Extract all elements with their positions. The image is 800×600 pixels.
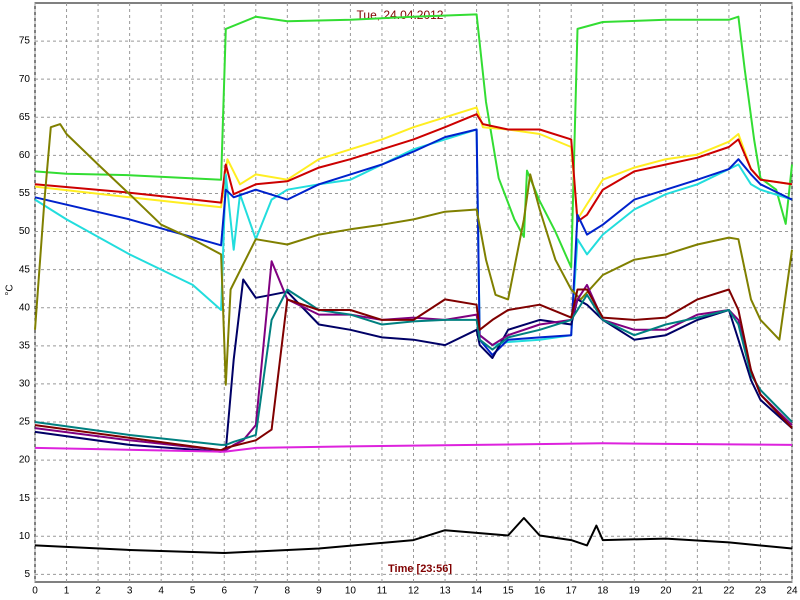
x-tick-label: 10 — [345, 586, 357, 597]
series-line — [34, 278, 793, 453]
x-tick-label: 24 — [786, 586, 798, 597]
y-tick-label: 50 — [19, 226, 31, 237]
x-tick-label: 1 — [64, 586, 70, 597]
x-tick-label: 14 — [471, 586, 483, 597]
x-tick-label: 5 — [190, 586, 196, 597]
series-line — [34, 442, 793, 453]
x-tick-label: 0 — [32, 586, 38, 597]
x-tick-label: 17 — [566, 586, 578, 597]
x-tick-label: 22 — [723, 586, 735, 597]
y-tick-label: 5 — [24, 569, 30, 580]
x-tick-label: 13 — [439, 586, 451, 597]
x-tick-label: 8 — [285, 586, 291, 597]
y-tick-label: 65 — [19, 112, 31, 123]
series-line — [34, 288, 793, 452]
series-line — [34, 517, 793, 554]
x-tick-label: 19 — [629, 586, 641, 597]
y-tick-label: 35 — [19, 340, 31, 351]
x-tick-label: 12 — [408, 586, 420, 597]
y-tick-label: 25 — [19, 417, 31, 428]
x-tick-label: 6 — [221, 586, 227, 597]
y-tick-label: 75 — [19, 36, 31, 47]
y-tick-label: 40 — [19, 302, 31, 313]
x-tick-label: 4 — [158, 586, 164, 597]
x-axis-label: Time [23:56] — [388, 563, 452, 575]
series-line — [34, 106, 793, 221]
x-tick-label: 7 — [253, 586, 259, 597]
y-tick-label: 20 — [19, 455, 31, 466]
y-tick-label: 55 — [19, 188, 31, 199]
series-line — [34, 288, 793, 446]
x-tick-label: 15 — [503, 586, 515, 597]
y-tick-label: 30 — [19, 379, 31, 390]
x-tick-label: 16 — [534, 586, 546, 597]
y-tick-label: 60 — [19, 150, 31, 161]
x-tick-label: 23 — [755, 586, 767, 597]
y-tick-label: 45 — [19, 264, 31, 275]
x-tick-label: 20 — [660, 586, 672, 597]
y-axis-label: °C — [5, 284, 16, 295]
x-tick-label: 18 — [597, 586, 609, 597]
y-tick-label: 70 — [19, 74, 31, 85]
x-tick-label: 2 — [95, 586, 101, 597]
series-line — [34, 113, 793, 223]
y-tick-label: 15 — [19, 493, 31, 504]
series-line — [34, 13, 793, 269]
x-tick-label: 21 — [692, 586, 704, 597]
series-line — [34, 128, 793, 356]
x-tick-label: 3 — [127, 586, 133, 597]
x-tick-label: 9 — [316, 586, 322, 597]
y-tick-label: 10 — [19, 531, 31, 542]
series-line — [34, 123, 793, 386]
x-tick-label: 11 — [377, 586, 388, 597]
